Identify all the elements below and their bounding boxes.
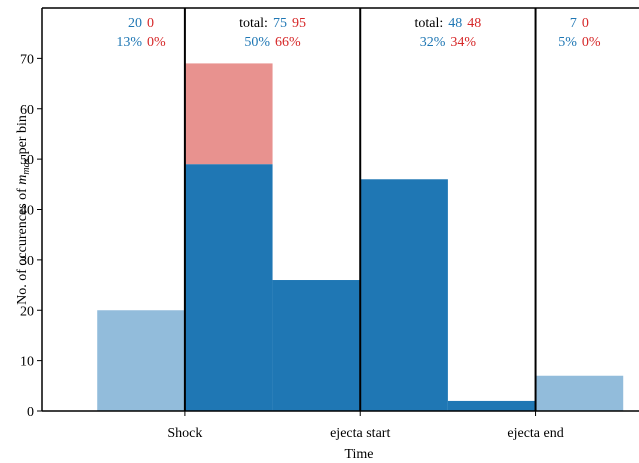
x-axis-label: Time [344, 447, 373, 462]
annotation-shares: 32% 34% [420, 35, 477, 50]
annotation-counts: 20 0 [128, 16, 154, 31]
y-label-symbol: m [15, 175, 30, 185]
annotation-count: 0 [582, 16, 589, 31]
x-tick-label: ejecta start [330, 426, 390, 441]
annotation-prefix: total: [414, 16, 443, 31]
y-label-text: No. of occurences of [15, 188, 30, 305]
annotation-share: 0% [147, 35, 166, 50]
y-label-suffix: per bin [15, 115, 30, 154]
annotation-counts: total: 48 48 [414, 16, 481, 31]
y-tick-label: 60 [20, 103, 34, 118]
annotation-share: 66% [275, 35, 301, 50]
annotation-count: 20 [128, 16, 142, 31]
annotation-share: 50% [244, 35, 270, 50]
annotation-count: 7 [570, 16, 577, 31]
annotation-share: 34% [450, 35, 476, 50]
annotation-share: 5% [558, 35, 577, 50]
annotation-prefix: total: [239, 16, 268, 31]
annotation-shares: 50% 66% [244, 35, 301, 50]
bar [447, 400, 536, 411]
annotation-count: 75 [273, 16, 287, 31]
x-tick-label: ejecta end [507, 426, 563, 441]
annotation-count: 95 [292, 16, 306, 31]
y-tick-label: 70 [20, 52, 34, 67]
y-tick-label: 0 [27, 405, 34, 420]
bar [535, 375, 624, 411]
annotation-share: 13% [116, 35, 142, 50]
y-tick-label: 40 [20, 204, 34, 219]
bar [184, 63, 273, 165]
bar [360, 179, 448, 411]
annotation-count: 0 [147, 16, 154, 31]
annotation-counts: total: 75 95 [239, 16, 306, 31]
y-tick-label: 50 [20, 153, 34, 168]
annotation-count: 48 [448, 16, 462, 31]
y-tick-label: 30 [20, 254, 34, 269]
annotation-share: 32% [420, 35, 446, 50]
bar [272, 280, 361, 411]
bar [97, 310, 185, 411]
annotation-share: 0% [582, 35, 601, 50]
y-tick-label: 20 [20, 304, 34, 319]
annotation-shares: 5% 0% [558, 35, 601, 50]
x-tick-label: Shock [167, 426, 202, 441]
annotation-shares: 13% 0% [116, 35, 166, 50]
y-label-subscript: max [21, 157, 32, 174]
annotation-count: 48 [467, 16, 481, 31]
y-axis-label: No. of occurences of mmax per bin [15, 115, 33, 305]
bar [184, 164, 273, 411]
y-tick-label: 10 [20, 355, 34, 370]
